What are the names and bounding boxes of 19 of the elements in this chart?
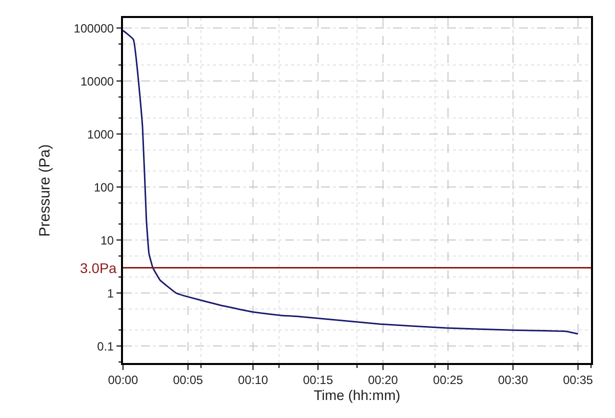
x-axis-title: Time (hh:mm) xyxy=(314,387,400,404)
line-series xyxy=(123,30,579,335)
y-axis-title: Pressure (Pa) xyxy=(36,144,54,237)
y-tick-label: 10 xyxy=(100,233,114,248)
y-tick-label: 1 xyxy=(107,286,114,300)
y-tick-label: 10000 xyxy=(80,74,114,88)
x-tick-label: 00:35 xyxy=(562,373,594,388)
x-tick-label: 00:05 xyxy=(172,373,204,388)
x-tick-label: 00:10 xyxy=(238,373,268,388)
y-tick-label: 100 xyxy=(94,180,114,194)
x-tick-label: 00:30 xyxy=(498,373,528,388)
y-tick-label: 1000 xyxy=(87,127,114,142)
x-tick-label: 00:15 xyxy=(302,373,334,388)
x-tick-label: 00:00 xyxy=(108,373,138,388)
y-tick-label: 100000 xyxy=(74,21,114,36)
x-tick-label: 00:20 xyxy=(368,373,398,388)
y-tick-label: 0.1 xyxy=(97,339,114,354)
ref-line-label: 3.0Pa xyxy=(80,260,117,276)
x-tick-label: 00:25 xyxy=(433,373,464,388)
